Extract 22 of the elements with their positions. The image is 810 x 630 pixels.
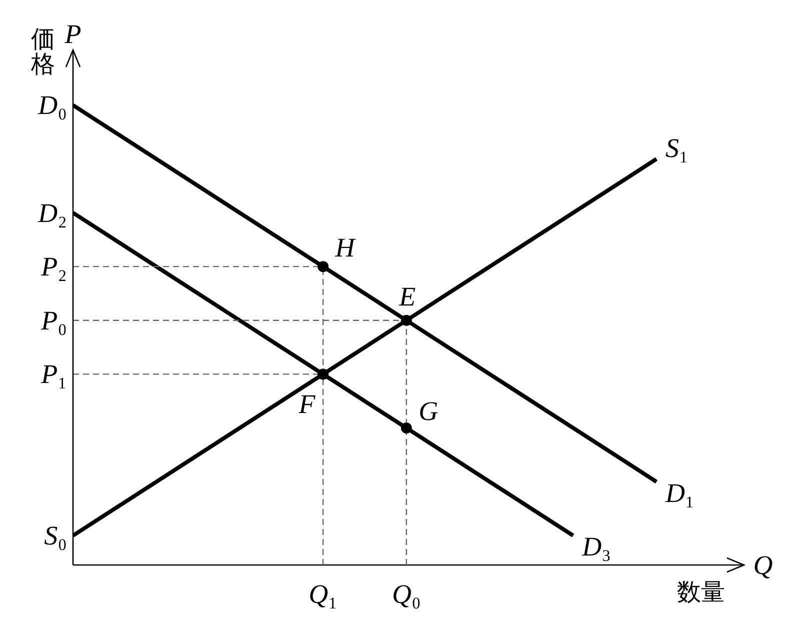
text: P₁ — [40, 359, 67, 390]
x-axis-title: 数量 — [677, 580, 725, 606]
series-label: S₁ — [665, 132, 688, 163]
series-label: D₃ — [581, 532, 612, 562]
point — [400, 314, 412, 326]
text: P₀ — [40, 305, 67, 336]
y-axis-title: 価格 — [30, 27, 55, 78]
point — [318, 368, 329, 380]
text: P₂ — [40, 252, 67, 282]
x-tick-label: Q₀ — [392, 579, 421, 609]
text: D₀ — [37, 90, 67, 120]
point — [400, 422, 412, 434]
annotation: G — [418, 396, 438, 426]
point — [318, 261, 329, 272]
x-tick-label: Q₁ — [308, 579, 338, 609]
text: S₀ — [44, 520, 67, 551]
series-label: D₁ — [664, 478, 694, 508]
text: D₂ — [37, 198, 67, 228]
text: Q — [753, 550, 773, 580]
text: P — [64, 19, 82, 49]
annotation: E — [398, 281, 416, 312]
annotation: F — [298, 389, 316, 420]
